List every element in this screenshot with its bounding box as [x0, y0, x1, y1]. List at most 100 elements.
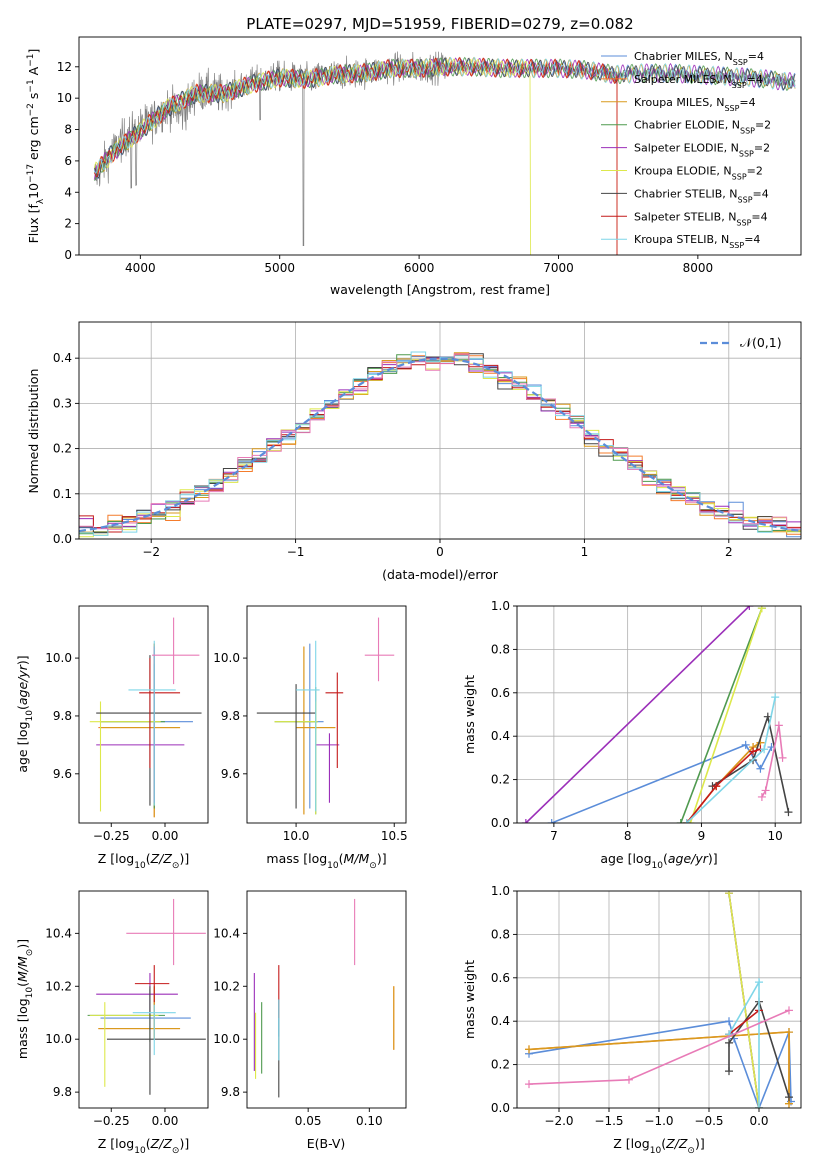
y-tick-label: 0.6 — [491, 971, 510, 985]
weight-marker — [521, 819, 530, 823]
x-tick-label: 5000 — [264, 261, 295, 275]
x-tick-label: −0.25 — [93, 1114, 130, 1128]
weight-marker — [785, 1006, 793, 1015]
y-tick-label: 9.8 — [221, 1085, 240, 1099]
y-tick-label: 0.8 — [491, 642, 510, 656]
weight-marker — [755, 1104, 763, 1108]
y-tick-label: 0.4 — [491, 729, 510, 743]
y-axis-label: mass [log10(M/M⊙)] — [15, 939, 35, 1059]
weight-marker — [784, 808, 793, 817]
y-tick-label: 0.1 — [53, 487, 72, 501]
weight-marker — [682, 819, 691, 823]
y-tick-label: 1.0 — [491, 599, 510, 613]
plot-area — [87, 898, 206, 1095]
legend-entry: Salpeter ELODIE, NSSP=2 — [634, 142, 770, 159]
weight-marker — [774, 721, 783, 730]
weight-marker — [676, 819, 685, 823]
axes-frame — [516, 605, 802, 824]
legend-entry: 𝒩(0,1) — [740, 335, 782, 350]
weight-marker — [525, 1045, 533, 1054]
weight-vs-age-panel: 7 8 9 10 0.0 0.2 0.4 0.6 0.8 1.0 age [log10(age/yr… — [462, 599, 802, 871]
x-axis-label: (data-model)/error — [382, 567, 499, 582]
axes-frame — [78, 890, 209, 1109]
axes-frame — [78, 321, 802, 540]
y-tick-label: 0.4 — [491, 1014, 510, 1028]
weight-marker — [741, 740, 750, 749]
y-tick-label: 9.8 — [221, 709, 240, 723]
weight-marker — [725, 1067, 733, 1076]
x-tick-label: 0.00 — [152, 829, 179, 843]
x-tick-label: 0.05 — [295, 1114, 322, 1128]
weight-marker — [757, 792, 766, 801]
x-axis-label: mass [log10(M/M⊙)] — [266, 851, 386, 871]
y-tick-label: 0.4 — [53, 351, 72, 365]
figure-title: PLATE=0297, MJD=51959, FIBERID=0279, z=0… — [246, 15, 633, 33]
weight-marker — [725, 1038, 733, 1047]
y-tick-label: 10.4 — [45, 926, 72, 940]
weight-marker — [725, 1017, 733, 1026]
x-axis-label: Z [log10(Z/Z⊙)] — [613, 1136, 704, 1156]
plot-area — [89, 617, 202, 818]
x-tick-label: 2 — [725, 545, 733, 559]
weight-marker — [725, 891, 733, 898]
legend-entry: Chabrier MILES, NSSP=4 — [634, 50, 764, 67]
x-axis-label: Z [log10(Z/Z⊙)] — [98, 851, 189, 871]
weight-marker — [712, 782, 721, 791]
weight-line-6 — [712, 713, 790, 813]
y-tick-label: 0.0 — [491, 1101, 510, 1115]
age-vs-z-panel: −0.25 0.00 9.6 9.8 10.0 Z [log10(Z/Z⊙)] age [l… — [15, 605, 209, 871]
y-tick-label: 0.2 — [53, 442, 72, 456]
plot-area — [525, 891, 795, 1108]
x-axis-label: Z [log10(Z/Z⊙)] — [98, 1136, 189, 1156]
y-tick-label: 6 — [64, 154, 72, 168]
weight-marker — [771, 693, 780, 702]
weight-marker — [749, 747, 758, 756]
legend-entry: Chabrier ELODIE, NSSP=2 — [634, 119, 771, 136]
x-tick-label: 6000 — [404, 261, 435, 275]
y-tick-label: 2 — [64, 217, 72, 231]
normal-curve — [79, 357, 801, 533]
weight-marker — [745, 606, 754, 610]
weight-line-3 — [680, 607, 763, 823]
weight-line-7 — [686, 748, 761, 823]
weight-vs-z-panel: −2.0 −1.5 −1.0 −0.5 0.0 0.0 0.2 0.4 0.6 0.8 1.0 Z [… — [462, 884, 802, 1156]
x-axis-label: age [log10(age/yr)] — [600, 851, 717, 871]
y-tick-label: 10.0 — [45, 651, 72, 665]
y-tick-label: 10 — [57, 91, 72, 105]
y-tick-label: 0.2 — [491, 773, 510, 787]
y-tick-label: 9.8 — [53, 709, 72, 723]
y-tick-label: 0.0 — [53, 532, 72, 546]
y-tick-label: 1.0 — [491, 884, 510, 898]
y-tick-label: 0 — [64, 248, 72, 262]
axes-frame — [246, 890, 407, 1109]
weight-line-4 — [525, 606, 750, 823]
weight-marker — [778, 753, 787, 762]
legend-entry: Chabrier STELIB, NSSP=4 — [634, 187, 769, 204]
legend-entry: Kroupa MILES, NSSP=4 — [634, 96, 756, 113]
x-tick-label: 9 — [698, 829, 706, 843]
weight-marker — [785, 1028, 793, 1037]
weight-line-5 — [728, 893, 760, 1108]
weight-line-5 — [689, 607, 763, 823]
y-tick-label: 0.3 — [53, 396, 72, 410]
y-tick-label: 4 — [64, 185, 72, 199]
y-tick-label: 10.2 — [213, 979, 240, 993]
axes-frame — [516, 890, 802, 1109]
model-line-4 — [93, 57, 796, 180]
weight-marker — [785, 1093, 793, 1102]
x-tick-label: 10.0 — [283, 829, 310, 843]
y-tick-label: 10.2 — [45, 979, 72, 993]
weight-line-7 — [728, 1009, 760, 1035]
y-tick-label: 9.6 — [221, 767, 240, 781]
plot-area — [521, 606, 793, 823]
x-tick-label: 1 — [581, 545, 589, 559]
x-tick-label: −1 — [287, 545, 305, 559]
x-tick-label: 8 — [624, 829, 632, 843]
y-axis-label: Flux [fλ10−17 erg cm−2 s−1 A−1] — [26, 49, 46, 244]
y-tick-label: 8 — [64, 123, 72, 137]
axes-frame — [246, 605, 407, 824]
age-vs-mass-panel: 10.0 10.5 9.6 9.8 10.0 mass [log10(M/M⊙)] — [213, 605, 408, 871]
y-tick-label: 9.6 — [53, 767, 72, 781]
x-tick-label: 10 — [768, 829, 783, 843]
